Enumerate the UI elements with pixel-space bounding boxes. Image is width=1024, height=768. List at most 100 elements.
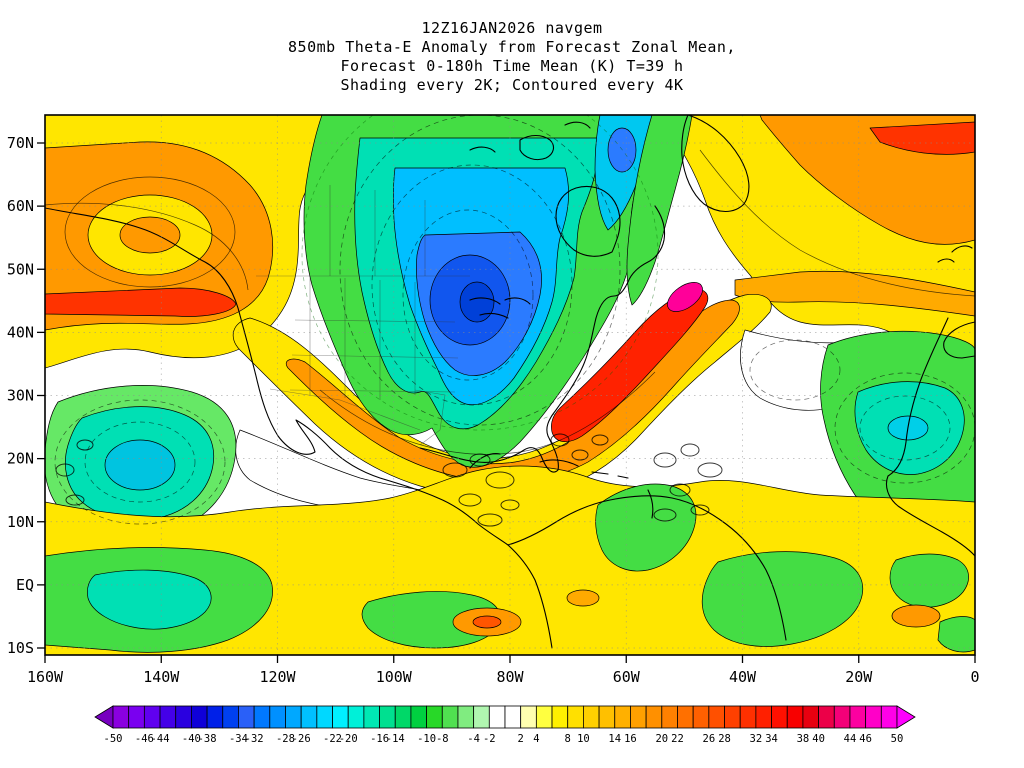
colorbar-segment — [379, 705, 396, 729]
colorbar-segment — [614, 705, 631, 729]
dashed-contour-cold-3 — [402, 209, 534, 381]
colorbar-tick-label: 32 — [750, 733, 763, 745]
lon-tick-label: 20W — [845, 668, 873, 686]
colorbar-segment — [849, 705, 867, 729]
colorbar-segment — [285, 705, 302, 729]
colorbar-segment — [457, 705, 475, 729]
colorbar-segment — [112, 705, 130, 729]
shade-brazil-orange-spot — [566, 589, 600, 607]
colorbar-segment — [159, 705, 177, 729]
colorbar-segment — [567, 705, 584, 729]
longitude-axis: 160W 140W 120W 100W 80W 60W 40W 20W 0 — [27, 655, 980, 686]
colorbar: -50 -46-44 -40-38 -34-32 -28-26 -22-20 -16-14-… — [94, 705, 916, 745]
coast-arctic-islands — [469, 121, 591, 161]
solid-contour-ne-atlantic — [699, 149, 975, 297]
colorbar-segment — [661, 705, 678, 729]
colorbar-segment — [206, 705, 224, 729]
lat-tick-label: 50N — [7, 260, 34, 278]
dashed-contour-cold-2 — [371, 164, 573, 406]
colorbar-segment — [473, 705, 490, 729]
colorbar-segment — [645, 705, 663, 729]
colorbar-segment — [394, 705, 412, 729]
colorbar-tick-label: 34 — [765, 733, 778, 745]
colorbar-segment — [708, 705, 725, 729]
coastlines — [45, 115, 975, 649]
contour-lines — [45, 115, 975, 525]
lon-tick-label: 40W — [729, 668, 757, 686]
colorbar-tick-label: -44 — [151, 733, 170, 745]
lat-tick-label: 10N — [7, 513, 34, 531]
coast-samerica-north — [507, 495, 787, 641]
title-init-model: 12Z16JAN2026 navgem — [421, 19, 602, 37]
colorbar-tick-label: 8 — [565, 733, 571, 745]
shade-labrador-green-strip — [626, 115, 693, 306]
political-borders — [256, 185, 470, 446]
colorbar-tick-label: -4 — [467, 733, 480, 745]
colorbar-tick-label: 22 — [671, 733, 684, 745]
colorbar-tick-label: -2 — [483, 733, 496, 745]
title-field: 850mb Theta-E Anomaly from Forecast Zona… — [288, 38, 736, 56]
colorbar-tick-label: 50 — [891, 733, 904, 745]
shade-tropics-green-east — [889, 553, 969, 608]
colorbar-segment — [583, 705, 600, 729]
colorbar-segment — [739, 705, 757, 729]
colorbar-tick-label: -10 — [417, 733, 436, 745]
dashed-contour-africa-2 — [859, 395, 951, 461]
solid-contour-alaska — [45, 202, 249, 291]
shade-tropics-green-atlantic — [701, 551, 864, 647]
lon-tick-label: 100W — [376, 668, 413, 686]
colorbar-tick-label: 26 — [703, 733, 716, 745]
colorbar-tick-label: 46 — [859, 733, 872, 745]
lon-tick-label: 60W — [613, 668, 641, 686]
colorbar-tick-label: 14 — [608, 733, 621, 745]
colorbar-segment — [332, 705, 349, 729]
colorbar-tick-label: -50 — [104, 733, 123, 745]
colorbar-segment — [786, 705, 804, 729]
colorbar-segment — [692, 705, 710, 729]
colorbar-tick-label: -38 — [198, 733, 217, 745]
anomaly-map — [45, 115, 975, 655]
colorbar-tick-label: -22 — [323, 733, 342, 745]
lon-tick-label: 80W — [496, 668, 524, 686]
dashed-contour-cold-4 — [301, 115, 659, 431]
lat-tick-label: 60N — [7, 197, 34, 215]
shade-epac-cool-cyan — [104, 439, 176, 491]
shade-samerica-red-spot — [472, 615, 502, 629]
colorbar-segment — [269, 705, 286, 729]
colorbar-segment — [441, 705, 459, 729]
shade-pacific-red-streak — [45, 287, 237, 317]
dashed-contour-cold-1 — [339, 115, 621, 426]
coast-great-lakes — [469, 297, 531, 319]
colorbar-tick-label: 40 — [812, 733, 825, 745]
colorbar-tick-label: -34 — [229, 733, 248, 745]
colorbar-segment — [128, 705, 145, 729]
shade-tropics-green-corner — [937, 616, 975, 653]
colorbar-segment — [520, 705, 537, 729]
solid-contour-pacific-ring — [64, 176, 236, 288]
colorbar-segment — [755, 705, 772, 729]
lat-tick-label: 40N — [7, 323, 34, 341]
latlon-grid — [45, 115, 975, 655]
title-forecast-mean: Forecast 0-180h Time Mean (K) T=39 h — [340, 57, 683, 75]
colorbar-segment — [818, 705, 835, 729]
colorbar-tick-label: -14 — [386, 733, 405, 745]
shade-africa-orange-spot — [891, 604, 941, 628]
coast-africa-west — [885, 317, 975, 557]
colorbar-tick-label: -8 — [436, 733, 449, 745]
shade-cold-core — [459, 281, 495, 323]
lat-tick-label: 20N — [7, 450, 34, 468]
anomaly-shading — [45, 115, 975, 655]
colorbar-segment — [410, 705, 428, 729]
colorbar-segment — [535, 705, 553, 729]
colorbar-tick-label: 20 — [655, 733, 668, 745]
dashed-contour-epac-1 — [54, 399, 226, 525]
lat-tick-label: EQ — [16, 576, 34, 594]
shade-caribbean-green — [595, 483, 697, 572]
colorbar-segment — [175, 705, 192, 729]
latitude-axis: 70N 60N 50N 40N 30N 20N 10N EQ 10S — [7, 134, 45, 657]
colorbar-segment — [833, 705, 851, 729]
lat-tick-label: 70N — [7, 134, 34, 152]
colorbar-segment — [630, 705, 647, 729]
